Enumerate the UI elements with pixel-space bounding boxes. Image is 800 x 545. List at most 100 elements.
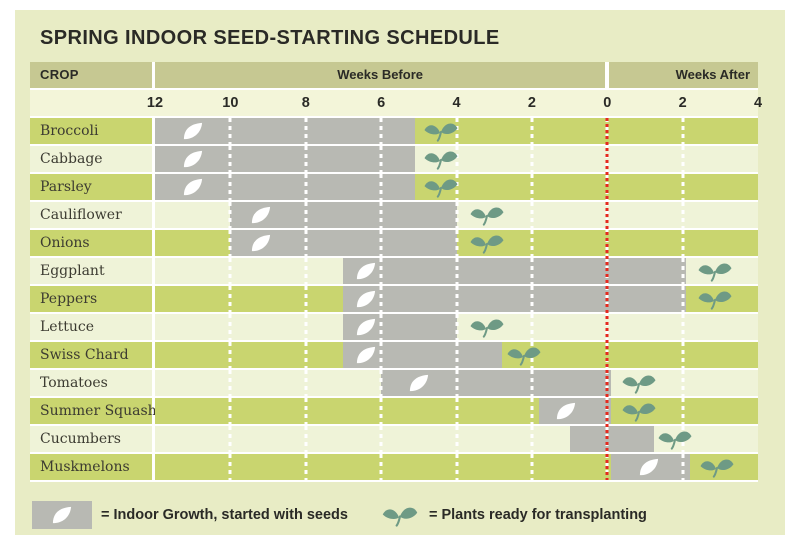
axis-tick: 6 xyxy=(377,95,386,111)
sprout-icon xyxy=(468,232,506,254)
week-gridline xyxy=(530,118,534,144)
week-gridline xyxy=(379,426,383,452)
seed-icon xyxy=(354,289,378,309)
seed-icon xyxy=(181,121,205,141)
axis-tick: 2 xyxy=(678,95,687,111)
week-gridline xyxy=(379,286,383,312)
week-gridline xyxy=(681,174,685,200)
week-gridline xyxy=(304,314,308,340)
week-gridline xyxy=(455,118,458,144)
week-gridline xyxy=(304,174,308,200)
crop-row: Parsley xyxy=(30,174,758,200)
week-gridline xyxy=(379,174,383,200)
week-gridline xyxy=(455,454,458,480)
week-gridline xyxy=(379,398,383,424)
crop-label: Cucumbers xyxy=(30,426,152,452)
crop-rows: Broccoli Cabbage Parsley Cauliflower Onions E… xyxy=(30,118,758,480)
week-gridline xyxy=(455,146,458,172)
crop-track xyxy=(155,426,758,452)
week-gridline xyxy=(379,342,383,368)
crop-row: Swiss Chard xyxy=(30,342,758,368)
legend-seed-label: = Indoor Growth, started with seeds xyxy=(101,507,348,523)
axis-tick: 4 xyxy=(753,95,763,111)
week-gridline xyxy=(681,370,685,396)
sprout-icon xyxy=(422,176,460,198)
week-gridline xyxy=(228,118,232,144)
crop-label: Summer Squash xyxy=(30,398,157,424)
week-gridline xyxy=(605,370,609,396)
sprout-icon xyxy=(468,204,506,226)
seed-icon xyxy=(554,401,578,421)
header-weeks-after: Weeks After xyxy=(609,62,758,88)
crop-row: Cucumbers xyxy=(30,426,758,452)
growth-bar xyxy=(343,258,687,284)
growth-bar xyxy=(230,202,457,228)
header-weeks-before: Weeks Before xyxy=(155,62,606,88)
crop-track xyxy=(155,258,758,284)
axis-row: 12 10 8 6 4 2 0 2 4 xyxy=(30,90,762,116)
crop-label: Cauliflower xyxy=(30,202,152,228)
sprout-icon xyxy=(696,288,734,310)
crop-row: Broccoli xyxy=(30,118,758,144)
week-gridline xyxy=(681,454,685,480)
crop-label: Eggplant xyxy=(30,258,152,284)
crop-row: Tomatoes xyxy=(30,370,758,396)
crop-row: Summer Squash xyxy=(30,398,758,424)
week-gridline xyxy=(605,314,609,340)
crop-row: Cabbage xyxy=(30,146,758,172)
crop-label: Lettuce xyxy=(30,314,152,340)
legend-bar-swatch xyxy=(32,501,92,529)
week-gridline xyxy=(379,454,383,480)
axis-tick: 4 xyxy=(452,95,461,111)
crop-track xyxy=(155,230,758,256)
legend: = Indoor Growth, started with seeds = Pl… xyxy=(32,501,647,529)
week-gridline xyxy=(379,258,383,284)
week-gridline xyxy=(605,398,609,424)
seed-icon xyxy=(407,373,431,393)
week-gridline xyxy=(304,118,308,144)
week-gridline xyxy=(605,258,609,284)
week-gridline xyxy=(455,398,458,424)
week-gridline xyxy=(605,146,609,172)
sprout-icon xyxy=(422,148,460,170)
page-title: SPRING INDOOR SEED-STARTING SCHEDULE xyxy=(40,27,500,49)
week-gridline xyxy=(304,230,308,256)
legend-sprout-label: = Plants ready for transplanting xyxy=(428,507,647,523)
week-gridline xyxy=(681,146,685,172)
seed-icon xyxy=(181,149,205,169)
week-gridline xyxy=(530,146,534,172)
week-gridline xyxy=(379,370,383,396)
crop-track xyxy=(155,370,758,396)
week-gridline xyxy=(455,314,458,340)
crop-row: Onions xyxy=(30,230,758,256)
week-gridline xyxy=(228,454,232,480)
axis-tick: 10 xyxy=(222,95,239,111)
week-gridline xyxy=(605,174,609,200)
week-gridline xyxy=(379,118,383,144)
header-row: CROP Weeks Before Weeks After xyxy=(30,62,758,88)
axis-tick: 8 xyxy=(301,95,310,111)
axis-tick: 12 xyxy=(146,95,164,111)
crop-label: Onions xyxy=(30,230,152,256)
week-gridline xyxy=(379,230,383,256)
week-gridline xyxy=(455,202,458,228)
week-gridline xyxy=(304,370,308,396)
week-gridline xyxy=(455,426,458,452)
week-gridline xyxy=(379,146,383,172)
week-gridline xyxy=(455,174,458,200)
week-gridline xyxy=(228,370,232,396)
crop-track xyxy=(155,146,758,172)
schedule-panel: SPRING INDOOR SEED-STARTING SCHEDULE CRO… xyxy=(15,10,785,535)
crop-track xyxy=(155,454,758,480)
week-gridline xyxy=(530,314,534,340)
week-gridline xyxy=(379,202,383,228)
week-gridline xyxy=(228,174,232,200)
week-gridline xyxy=(455,258,458,284)
crop-label: Swiss Chard xyxy=(30,342,152,368)
week-gridline xyxy=(228,202,232,228)
week-gridline xyxy=(605,286,609,312)
sprout-icon xyxy=(620,400,658,422)
week-gridline xyxy=(379,314,383,340)
header-crop: CROP xyxy=(30,62,152,88)
